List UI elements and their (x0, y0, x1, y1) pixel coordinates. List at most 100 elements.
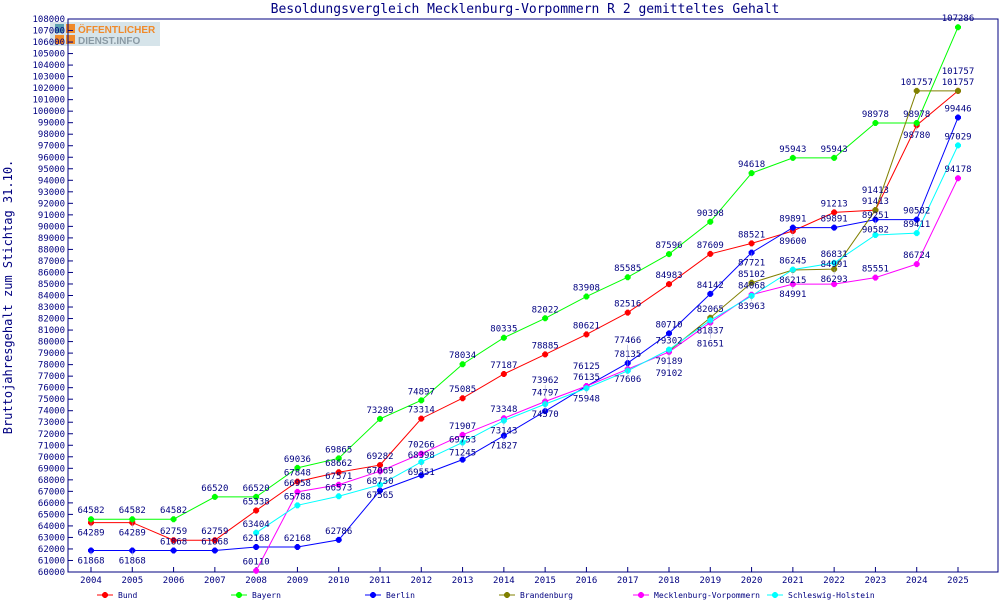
data-label: 63404 (243, 520, 270, 530)
data-label: 65788 (284, 492, 311, 502)
data-point (211, 493, 218, 500)
data-label: 66573 (325, 483, 352, 493)
data-point (831, 259, 838, 266)
data-label: 73289 (366, 406, 393, 416)
x-tick-label: 2005 (121, 576, 143, 586)
data-point (377, 487, 383, 494)
data-label: 70266 (408, 441, 435, 451)
y-tick-label: 105000 (32, 50, 65, 60)
data-label: 91213 (821, 199, 848, 209)
data-label: 69753 (449, 436, 476, 446)
data-point (170, 516, 177, 523)
y-tick-label: 104000 (32, 61, 65, 71)
data-label: 90582 (862, 226, 889, 236)
y-tick-label: 91000 (38, 211, 65, 221)
data-point (872, 207, 879, 214)
y-tick-label: 66000 (38, 499, 65, 509)
series-line-brandenburg (668, 90, 958, 352)
data-point (831, 154, 838, 161)
series-line-bund (91, 90, 959, 541)
y-tick-label: 71000 (38, 441, 65, 451)
y-tick-label: 86000 (38, 268, 65, 278)
data-label: 98780 (903, 131, 930, 141)
data-label: 65338 (243, 498, 270, 508)
data-label: 73143 (490, 427, 517, 437)
y-tick-label: 90000 (38, 222, 65, 232)
y-tick-label: 70000 (38, 453, 65, 463)
data-label: 89411 (903, 220, 930, 230)
x-tick-label: 2015 (534, 576, 556, 586)
series-line-schleswig-holstein (255, 145, 959, 534)
series-line-mecklenburg-vorpommern (255, 178, 959, 571)
data-label: 97029 (944, 132, 971, 142)
data-point (500, 370, 507, 377)
data-label: 67571 (325, 472, 352, 482)
data-label: 101757 (942, 67, 975, 77)
data-point (335, 469, 342, 476)
x-tick-label: 2014 (493, 576, 515, 586)
data-label: 69865 (325, 445, 352, 455)
data-point (707, 250, 714, 257)
data-label: 95943 (779, 145, 806, 155)
data-label: 99446 (944, 105, 971, 115)
data-label: 101757 (942, 78, 975, 88)
data-point (955, 142, 961, 149)
data-point (913, 230, 920, 237)
y-tick-label: 73000 (38, 418, 65, 428)
data-label: 67069 (366, 467, 393, 477)
data-label: 86724 (903, 251, 930, 261)
data-label: 83908 (573, 284, 600, 294)
data-point (913, 87, 920, 94)
data-label: 67848 (284, 469, 311, 479)
data-point (789, 227, 796, 234)
y-tick-label: 81000 (38, 326, 65, 336)
data-label: 71245 (449, 448, 476, 458)
data-label: 90398 (697, 209, 724, 219)
data-label: 62168 (284, 534, 311, 544)
y-tick-label: 89000 (38, 234, 65, 244)
data-label: 98978 (903, 110, 930, 120)
data-point (831, 224, 838, 231)
data-point (294, 464, 301, 471)
data-label: 94178 (944, 165, 971, 175)
x-tick-label: 2012 (410, 576, 432, 586)
data-point (748, 279, 755, 286)
data-point (955, 175, 961, 182)
data-label: 62168 (243, 534, 270, 544)
x-tick-label: 2023 (865, 576, 887, 586)
y-tick-label: 79000 (38, 349, 65, 359)
data-point (789, 224, 796, 231)
y-tick-label: 80000 (38, 338, 65, 348)
y-tick-label: 107000 (32, 27, 65, 37)
y-tick-label: 102000 (32, 84, 65, 94)
x-tick-label: 2009 (287, 576, 309, 586)
data-point (666, 330, 672, 337)
data-point (294, 488, 301, 495)
series-line-bayern (91, 27, 959, 520)
y-tick-label: 63000 (38, 533, 65, 543)
data-label: 64582 (160, 506, 187, 516)
x-tick-label: 2022 (823, 576, 845, 586)
data-point (504, 592, 510, 598)
data-point (542, 351, 549, 358)
data-point (624, 309, 631, 316)
data-label: 75948 (573, 394, 600, 404)
data-point (418, 397, 425, 404)
x-tick-label: 2025 (947, 576, 969, 586)
data-point (955, 114, 961, 121)
y-tick-label: 93000 (38, 188, 65, 198)
data-label: 84142 (697, 281, 724, 291)
x-tick-label: 2010 (328, 576, 350, 586)
data-point (583, 293, 590, 300)
data-label: 61868 (119, 556, 146, 566)
data-point (88, 519, 94, 526)
data-label: 77466 (614, 336, 641, 346)
data-label: 87609 (697, 241, 724, 251)
y-tick-label: 88000 (38, 245, 65, 255)
data-label: 86215 (779, 276, 806, 286)
y-tick-label: 72000 (38, 430, 65, 440)
y-tick-label: 84000 (38, 292, 65, 302)
y-tick-label: 78000 (38, 361, 65, 371)
data-label: 84983 (655, 271, 682, 281)
data-label: 73314 (408, 406, 435, 416)
